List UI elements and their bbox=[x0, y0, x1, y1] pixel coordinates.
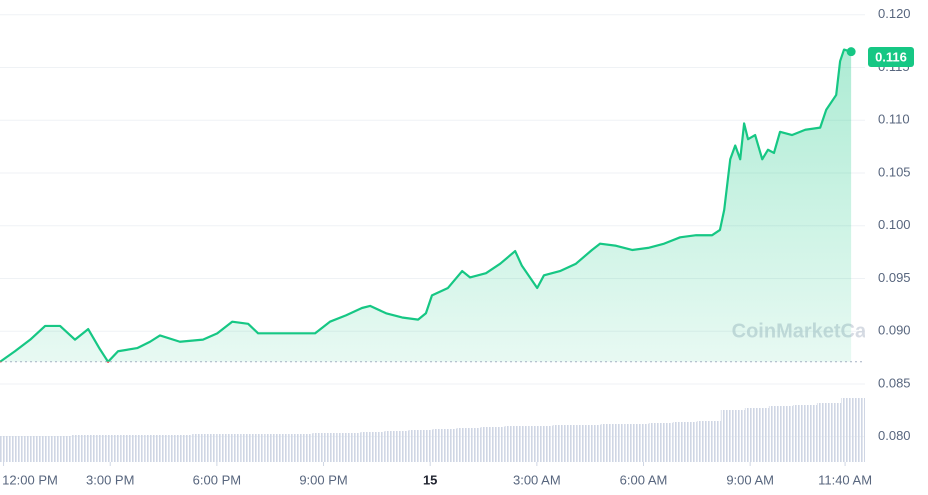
volume-bar bbox=[168, 435, 193, 462]
x-tick-label: 3:00 PM bbox=[86, 472, 134, 487]
volume-bar bbox=[0, 436, 25, 462]
volume-bar bbox=[384, 431, 409, 462]
volume-bar bbox=[576, 425, 601, 462]
x-tick-label: 6:00 PM bbox=[193, 472, 241, 487]
volume-bar bbox=[360, 432, 385, 462]
volume-bar bbox=[840, 398, 865, 462]
volume-bar bbox=[72, 435, 97, 462]
x-tick-label: 15 bbox=[423, 472, 437, 487]
y-tick-label: 0.100 bbox=[878, 217, 911, 232]
volume-bar bbox=[312, 433, 337, 462]
volume-bar bbox=[720, 410, 745, 462]
x-tick-label: 9:00 PM bbox=[299, 472, 347, 487]
axes: 0.0800.0850.0900.0950.1000.1050.1100.115… bbox=[2, 6, 914, 487]
volume-bar bbox=[528, 426, 553, 462]
volume-bar bbox=[24, 436, 49, 462]
volume-bar bbox=[696, 421, 721, 462]
volume-bar bbox=[600, 424, 625, 462]
plot bbox=[0, 47, 865, 363]
volume-bar bbox=[336, 433, 361, 462]
volume-bar bbox=[192, 434, 217, 462]
price-area bbox=[0, 49, 852, 362]
volume-bar bbox=[432, 429, 457, 462]
y-tick-label: 0.085 bbox=[878, 375, 911, 390]
y-tick-label: 0.110 bbox=[878, 112, 910, 127]
grid bbox=[0, 14, 865, 438]
y-tick-label: 0.090 bbox=[878, 323, 911, 338]
volume-bar bbox=[552, 425, 577, 462]
volume-bar bbox=[480, 427, 505, 462]
volume-bar bbox=[816, 403, 841, 462]
volume-bar bbox=[624, 424, 649, 462]
y-tick-label: 0.080 bbox=[878, 428, 911, 443]
volume-bar bbox=[504, 426, 529, 462]
volume-bar bbox=[648, 423, 673, 462]
volume-bar bbox=[768, 406, 793, 462]
x-tick-label: 3:00 AM bbox=[513, 472, 561, 487]
x-tick-label: 6:00 AM bbox=[620, 472, 668, 487]
volume bbox=[0, 398, 865, 462]
volume-bar bbox=[792, 405, 817, 462]
volume-bar bbox=[672, 422, 697, 462]
y-tick-label: 0.105 bbox=[878, 164, 911, 179]
price-line bbox=[0, 48, 852, 362]
volume-bar bbox=[264, 434, 289, 462]
volume-bar bbox=[408, 430, 433, 462]
volume-bar bbox=[240, 434, 265, 462]
y-tick-label: 0.095 bbox=[878, 270, 911, 285]
y-tick-label: 0.120 bbox=[878, 6, 911, 21]
x-tick-label: 12:00 PM bbox=[2, 472, 58, 487]
x-tick-label: 11:40 AM bbox=[818, 472, 872, 487]
price-badge bbox=[868, 46, 914, 67]
volume-bar bbox=[96, 435, 121, 462]
volume-bar bbox=[144, 435, 169, 462]
last-point bbox=[846, 47, 856, 57]
volume-bar bbox=[216, 434, 241, 462]
volume-bar bbox=[456, 428, 481, 462]
volume-bar bbox=[288, 434, 313, 462]
x-tick-label: 9:00 AM bbox=[726, 472, 774, 487]
volume-bar bbox=[120, 435, 145, 462]
volume-bar bbox=[48, 436, 73, 462]
volume-bar bbox=[744, 408, 769, 462]
price-badge-label: 0.116 bbox=[875, 49, 907, 64]
